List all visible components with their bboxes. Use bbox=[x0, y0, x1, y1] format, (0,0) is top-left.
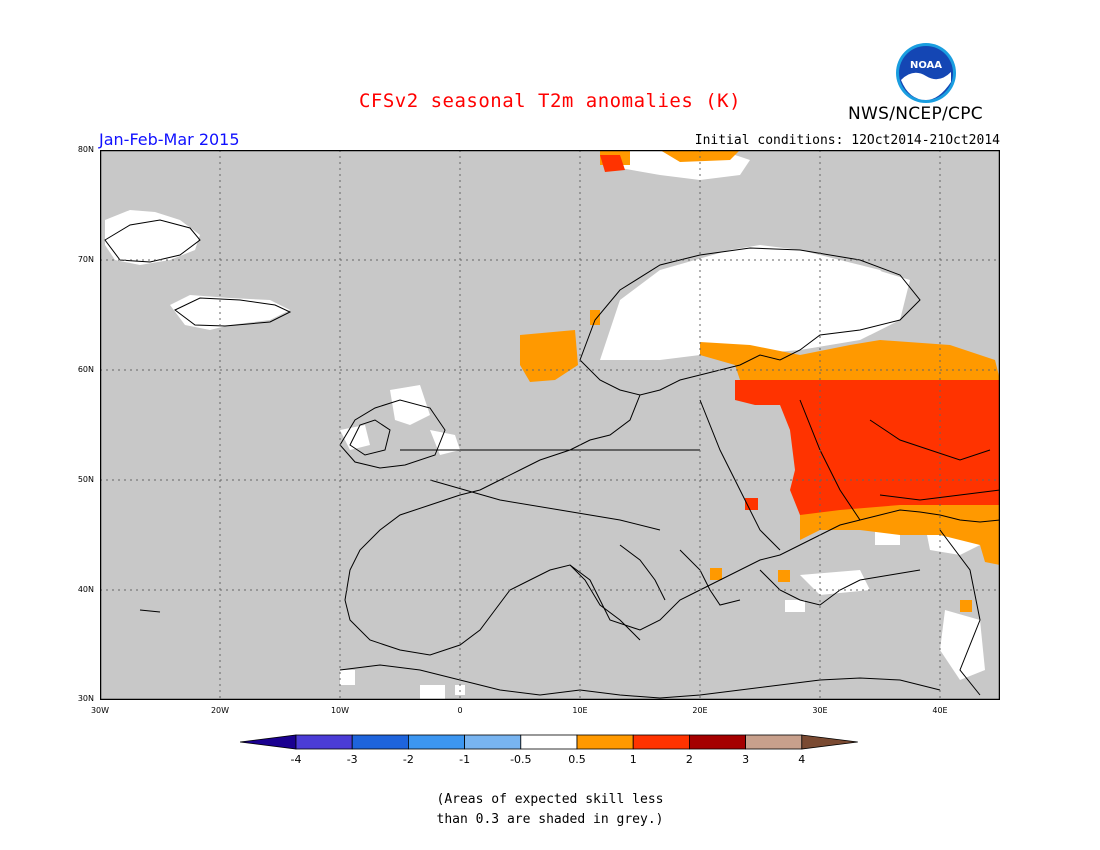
colorbar-swatch bbox=[520, 734, 578, 750]
colorbar bbox=[239, 733, 862, 755]
colorbar-swatch bbox=[239, 734, 297, 750]
colorbar-swatch bbox=[576, 734, 634, 750]
colorbar-swatch bbox=[688, 734, 746, 750]
colorbar-swatch bbox=[295, 734, 353, 750]
lon-label: 10E bbox=[572, 706, 588, 715]
colorbar-tick-label: 3 bbox=[742, 753, 750, 766]
noaa-logo-text: NOAA bbox=[910, 60, 942, 71]
colorbar-tick-label: -1 bbox=[459, 753, 471, 766]
colorbar-swatch bbox=[351, 734, 409, 750]
lon-label: 40E bbox=[932, 706, 948, 715]
lon-label: 20W bbox=[210, 706, 230, 715]
colorbar-swatch bbox=[745, 734, 803, 750]
lat-label: 50N bbox=[77, 475, 94, 484]
lon-label: 0 bbox=[457, 706, 463, 715]
colorbar-tick-label: -3 bbox=[346, 753, 358, 766]
lat-label: 60N bbox=[77, 365, 94, 374]
lon-label: 20E bbox=[692, 706, 708, 715]
lat-label: 80N bbox=[77, 145, 94, 154]
noaa-logo: NOAA bbox=[895, 42, 957, 108]
colorbar-swatch bbox=[801, 734, 858, 750]
map-title: CFSv2 seasonal T2m anomalies (K) bbox=[358, 90, 742, 112]
gridlines bbox=[100, 150, 1000, 700]
map-frame bbox=[100, 150, 1000, 700]
lon-label: 30W bbox=[90, 706, 110, 715]
season-label: Jan-Feb-Mar 2015 bbox=[99, 130, 240, 149]
red-anomaly-areas bbox=[600, 155, 1000, 515]
colorbar-tick-label: -0.5 bbox=[510, 753, 532, 766]
colorbar-swatch bbox=[632, 734, 690, 750]
colorbar-tick-label: 4 bbox=[798, 753, 806, 766]
colorbar-tick-label: 0.5 bbox=[568, 753, 586, 766]
skill-note: (Areas of expected skill less than 0.3 a… bbox=[0, 790, 1100, 830]
colorbar-tick-label: 1 bbox=[629, 753, 637, 766]
colorbar-tick-label: -2 bbox=[402, 753, 414, 766]
lat-label: 40N bbox=[77, 585, 94, 594]
initial-conditions-label: Initial conditions: 12Oct2014-21Oct2014 bbox=[694, 133, 1000, 148]
lat-label: 30N bbox=[77, 694, 94, 703]
colorbar-tick-label: 2 bbox=[685, 753, 693, 766]
colorbar-tick-label: -4 bbox=[290, 753, 302, 766]
coastlines bbox=[104, 219, 1000, 699]
skill-note-line: than 0.3 are shaded in grey.) bbox=[436, 812, 664, 827]
lat-label: 70N bbox=[77, 255, 94, 264]
colorbar-swatch bbox=[464, 734, 522, 750]
organization-label: NWS/NCEP/CPC bbox=[848, 104, 983, 124]
colorbar-swatch bbox=[407, 734, 465, 750]
lon-label: 10W bbox=[330, 706, 350, 715]
skill-note-line: (Areas of expected skill less bbox=[436, 792, 664, 807]
lon-label: 30E bbox=[812, 706, 828, 715]
anomaly-map bbox=[100, 150, 1000, 700]
